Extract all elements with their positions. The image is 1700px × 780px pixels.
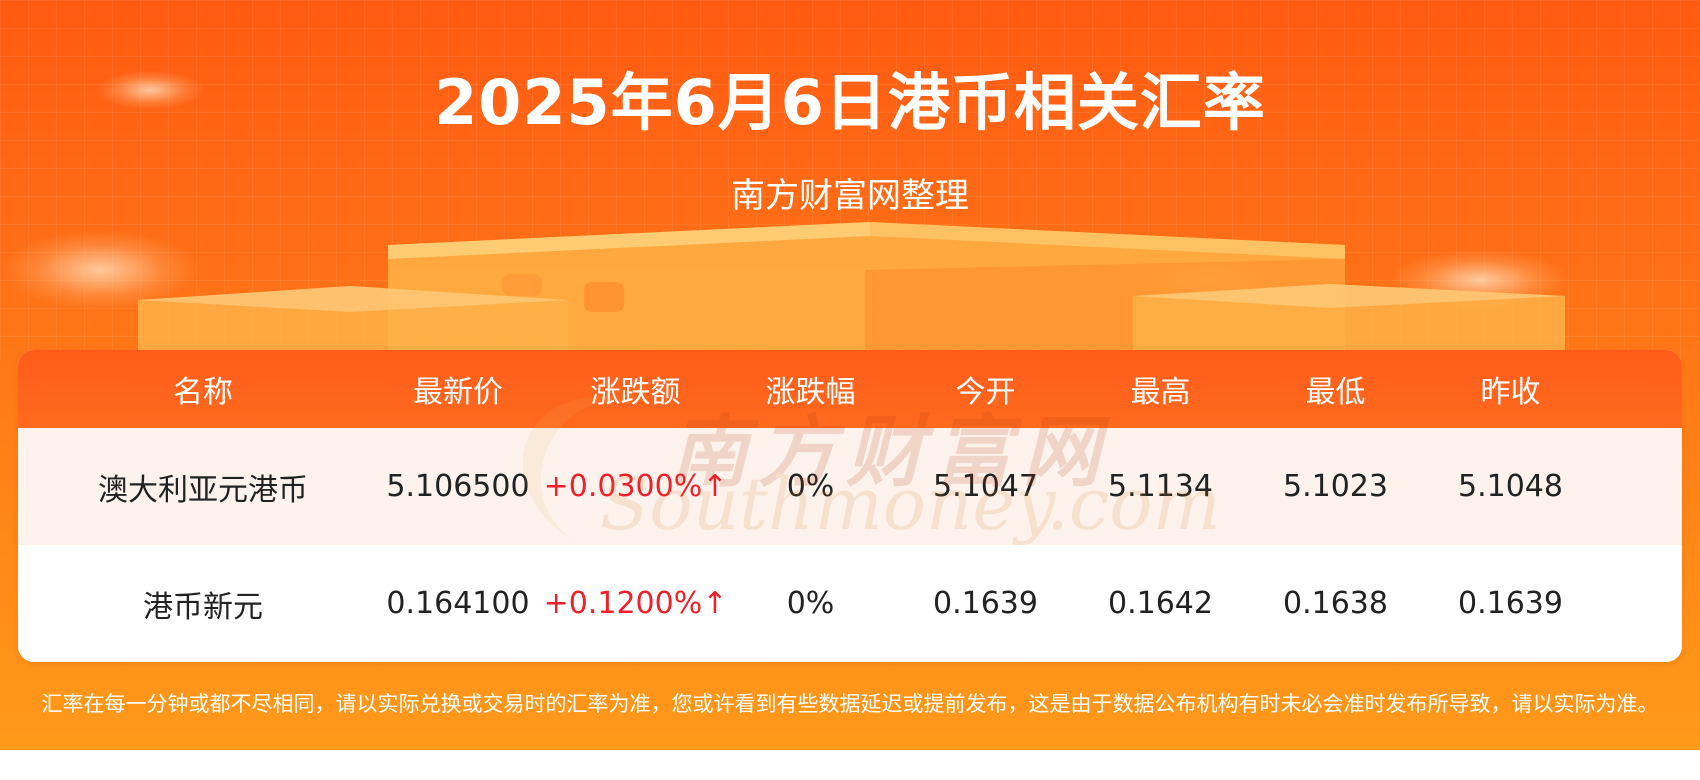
cell-name: 港币新元 (143, 589, 263, 625)
podium-platform (138, 222, 1565, 350)
page-subtitle: 南方财富网整理 (731, 176, 969, 216)
cell-prev-close: 5.1048 (1458, 469, 1563, 504)
page-title: 2025年6月6日港币相关汇率 (434, 66, 1266, 139)
cell-change: +0.0300%↑ (543, 469, 728, 504)
cell-open: 0.1639 (933, 586, 1038, 621)
column-header-low: 最低 (1305, 375, 1366, 410)
table-row: 澳大利亚元港币 5.106500 +0.0300%↑ 0% 5.1047 5.1… (18, 428, 1682, 545)
exchange-rate-table: 名称 最新价 涨跌额 涨跌幅 今开 最高 最低 昨收 澳大利亚元港币 5.106… (18, 350, 1682, 662)
cell-change: +0.1200%↑ (543, 586, 728, 621)
cell-low: 0.1638 (1283, 586, 1388, 621)
light-streak-left (0, 230, 200, 310)
poster: 2025年6月6日港币相关汇率 南方财富网整理 名称 最新价 涨跌额 涨跌幅 今… (0, 0, 1700, 750)
cell-prev-close: 0.1639 (1458, 586, 1563, 621)
cell-change-pct: 0% (786, 469, 835, 504)
cell-change-pct: 0% (786, 586, 835, 621)
column-header-open: 今开 (955, 375, 1016, 410)
cell-high: 5.1134 (1108, 469, 1213, 504)
column-header-change: 涨跌额 (590, 375, 681, 410)
disclaimer-note: 汇率在每一分钟或都不尽相同，请以实际兑换或交易时的汇率为准，您或许看到有些数据延… (41, 692, 1659, 716)
table-row: 港币新元 0.164100 +0.1200%↑ 0% 0.1639 0.1642… (18, 545, 1682, 662)
cell-high: 0.1642 (1108, 586, 1213, 621)
light-streak-left-top (95, 70, 205, 110)
cell-latest: 5.106500 (386, 469, 530, 504)
cell-name: 澳大利亚元港币 (98, 472, 308, 508)
column-header-high: 最高 (1130, 375, 1191, 410)
column-header-change-pct: 涨跌幅 (765, 375, 856, 410)
cell-latest: 0.164100 (386, 586, 530, 621)
cell-open: 5.1047 (933, 469, 1038, 504)
column-header-prev-close: 昨收 (1480, 375, 1541, 410)
cell-low: 5.1023 (1283, 469, 1388, 504)
column-header-name: 名称 (173, 375, 233, 410)
table-header: 名称 最新价 涨跌额 涨跌幅 今开 最高 最低 昨收 (18, 350, 1682, 428)
column-header-latest: 最新价 (413, 375, 503, 410)
